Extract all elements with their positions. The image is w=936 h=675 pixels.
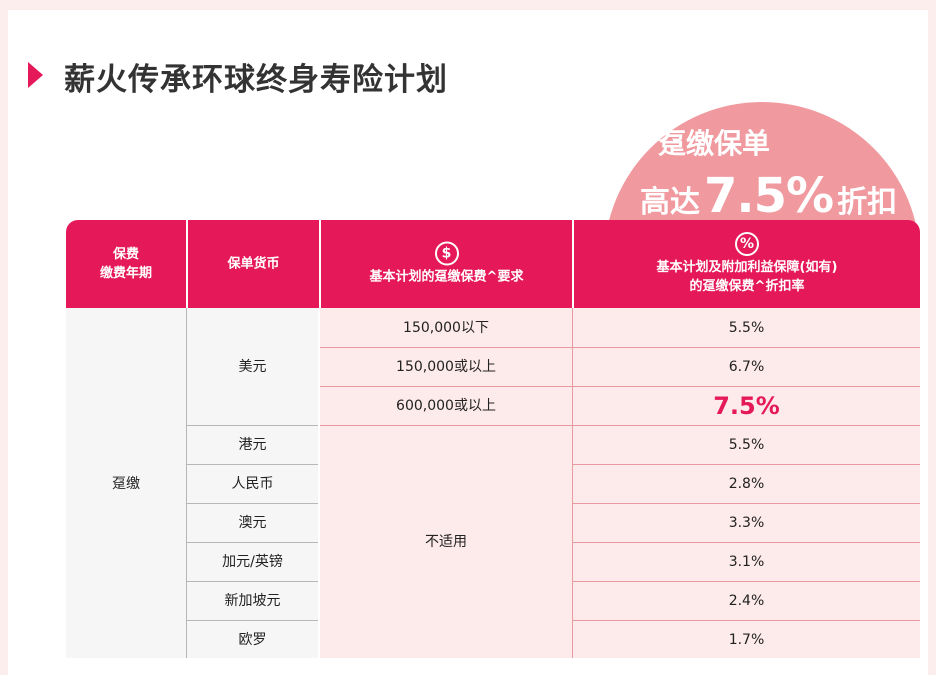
currency-hkd: 港元 (238, 437, 267, 453)
usd-tier-1-requirement: 150,000以下 (403, 320, 489, 336)
payment-term-value: 趸缴 (112, 476, 140, 492)
row-divider (573, 620, 920, 621)
promo-prefix: 高达 (640, 185, 700, 220)
header-discount-rate: % 基本计划及附加利益保障(如有) 的趸缴保费^折扣率 (574, 220, 920, 308)
header-payment-term-line2: 缴费年期 (99, 266, 152, 281)
row-divider (187, 542, 318, 543)
currency-usd: 美元 (238, 359, 267, 375)
row-divider (573, 542, 920, 543)
percent-icon: % (735, 232, 759, 256)
header-premium-requirement: $ 基本计划的趸缴保费^要求 (321, 220, 572, 308)
currency-aud: 澳元 (238, 515, 267, 531)
row-divider (187, 503, 318, 504)
column-divider (572, 308, 573, 658)
page: 薪火传承环球终身寿险计划 趸缴保单 高达7.5% 折扣 保费 缴费年期 保单货币 … (8, 10, 928, 675)
row-divider (187, 464, 318, 465)
row-divider (320, 386, 920, 387)
usd-tier-2-rate: 6.7% (728, 359, 765, 375)
row-divider (187, 425, 318, 426)
promo-rate: 7.5% (704, 168, 834, 224)
table-right-body (320, 308, 920, 658)
header-premium-requirement-label: 基本计划的趸缴保费^要求 (369, 269, 524, 285)
currency-cad-gbp: 加元/英镑 (222, 554, 283, 570)
row-divider (320, 347, 920, 348)
currency-sgd: 新加坡元 (224, 593, 281, 609)
rmb-rate: 2.8% (728, 476, 765, 492)
currency-rmb: 人民币 (231, 476, 274, 492)
aud-rate: 3.3% (728, 515, 765, 531)
header-payment-term: 保费 缴费年期 (66, 220, 186, 308)
header-currency: 保单货币 (188, 220, 319, 308)
row-divider (187, 620, 318, 621)
usd-tier-1-rate: 5.5% (728, 320, 765, 336)
promo-line1: 趸缴保单 (658, 127, 771, 160)
currency-eur: 欧罗 (238, 632, 267, 648)
sgd-rate: 2.4% (728, 593, 765, 609)
usd-tier-3-requirement: 600,000或以上 (396, 398, 496, 414)
cad-gbp-rate: 3.1% (728, 554, 765, 570)
eur-rate: 1.7% (728, 632, 765, 648)
row-divider (573, 581, 920, 582)
header-discount-rate-line2: 的趸缴保费^折扣率 (689, 279, 805, 294)
header-discount-rate-line1: 基本计划及附加利益保障(如有) (656, 260, 838, 275)
dollar-icon: $ (434, 241, 459, 266)
header-currency-label: 保单货币 (227, 256, 280, 272)
table-left-body (66, 308, 318, 658)
row-divider (187, 581, 318, 582)
not-applicable-label: 不适用 (425, 534, 467, 550)
row-divider (573, 464, 920, 465)
row-divider (573, 503, 920, 504)
promo-line2: 高达7.5% 折扣 (640, 168, 897, 224)
title-arrow-icon (28, 62, 43, 88)
usd-tier-3-rate: 7.5% (713, 392, 780, 420)
column-divider (186, 308, 187, 658)
row-divider (320, 425, 920, 426)
page-title: 薪火传承环球终身寿险计划 (64, 62, 448, 98)
usd-tier-2-requirement: 150,000或以上 (396, 359, 496, 375)
header-payment-term-line1: 保费 (112, 247, 139, 262)
hkd-rate: 5.5% (728, 437, 765, 453)
promo-suffix: 折扣 (837, 185, 898, 220)
